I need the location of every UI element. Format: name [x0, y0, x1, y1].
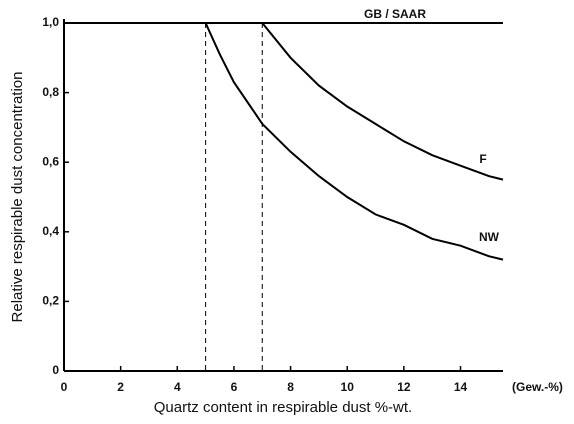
series-label: NW	[479, 230, 500, 244]
line-series	[261, 22, 504, 181]
x-tick-label: 6	[231, 380, 238, 394]
x-unit-label: (Gew.-%)	[512, 380, 563, 394]
series-label: GB / SAAR	[364, 7, 426, 21]
y-tick-label: 0	[52, 363, 59, 377]
x-tick-label: 12	[397, 380, 411, 394]
x-axis-label: Quartz content in respirable dust %-wt.	[154, 399, 412, 416]
x-tick-label: 14	[454, 380, 468, 394]
line-series	[204, 22, 504, 261]
y-tick-label: 0,8	[42, 85, 59, 99]
y-tick-label: 0,4	[42, 224, 59, 238]
y-tick-label: 0,6	[42, 154, 59, 168]
x-tick-label: 2	[117, 380, 124, 394]
x-tick-label: 8	[287, 380, 294, 394]
x-tick-label: 0	[61, 380, 68, 394]
y-tick-label: 0,2	[42, 294, 59, 308]
y-tick-label: 1,0	[42, 15, 59, 29]
x-tick-label: 10	[341, 380, 355, 394]
y-axis-label: Relative respirable dust concentration	[9, 72, 26, 323]
series-label: F	[479, 152, 486, 166]
x-tick-label: 4	[174, 380, 181, 394]
